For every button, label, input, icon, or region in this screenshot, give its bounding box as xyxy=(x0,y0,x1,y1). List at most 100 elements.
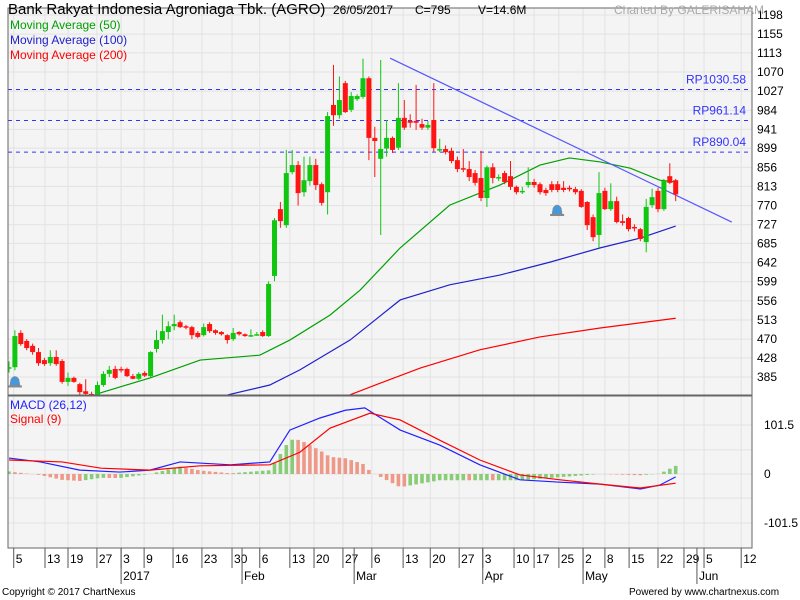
macd-histogram-bar xyxy=(296,439,300,474)
macd-histogram-bar xyxy=(260,470,265,474)
macd-histogram-bar xyxy=(325,455,330,474)
candle-body xyxy=(655,190,661,210)
macd-histogram-bar xyxy=(196,470,200,474)
candle-body xyxy=(572,189,578,193)
y-tick-label: 428 xyxy=(757,351,777,365)
macd-histogram-bar xyxy=(314,448,318,474)
x-tick-label: 15 xyxy=(631,552,645,566)
x-tick-label: 2 xyxy=(585,552,592,566)
candle-body xyxy=(207,324,213,332)
macd-tick-label: -101.5 xyxy=(764,516,798,530)
candle-body xyxy=(142,372,148,376)
header-volume: V=14.6M xyxy=(478,3,527,17)
candle-body xyxy=(47,356,53,364)
x-tick-label: 8 xyxy=(607,552,614,566)
macd-histogram-bar xyxy=(319,451,324,474)
candle-body xyxy=(159,331,165,341)
candle-body xyxy=(213,330,218,333)
candle-body xyxy=(643,206,649,243)
price-layer: RP1030.58 RP961.14 RP890.04 xyxy=(8,57,752,395)
y-tick-label: 1070 xyxy=(757,65,784,79)
ma-line xyxy=(227,225,676,395)
ma-line xyxy=(349,317,676,395)
x-tick-label: 5 xyxy=(16,552,23,566)
macd-histogram-bar xyxy=(496,474,501,481)
candle-body xyxy=(171,324,177,327)
macd-panel-border xyxy=(7,395,753,549)
legend-ma100: Moving Average (100) xyxy=(10,33,128,47)
y-tick-label: 856 xyxy=(757,160,777,174)
macd-histogram-bar xyxy=(449,474,454,481)
y-tick-label: 470 xyxy=(757,332,777,346)
candle-body xyxy=(449,150,454,162)
charted-by: Charted By GALERISAHAM xyxy=(614,3,765,17)
candle-body xyxy=(549,184,555,190)
macd-histogram-bar xyxy=(644,474,648,475)
alert-bell-base xyxy=(550,214,565,217)
macd-histogram-bar xyxy=(555,474,560,478)
legend-macd: MACD (26,12) xyxy=(10,398,87,412)
macd-histogram-bar xyxy=(166,469,171,474)
macd-histogram-bar xyxy=(567,474,572,477)
candle-body xyxy=(148,352,154,377)
macd-histogram-bar xyxy=(384,474,389,481)
macd-histogram-bar xyxy=(8,471,11,474)
macd-histogram-bar xyxy=(349,460,353,474)
candle-body xyxy=(667,176,673,183)
macd-histogram-bar xyxy=(278,454,283,474)
candle-body xyxy=(649,197,655,206)
header-close: C=795 xyxy=(415,3,451,17)
macd-series-line xyxy=(8,412,676,489)
x-tick-label: 13 xyxy=(405,552,419,566)
candle-body xyxy=(277,209,283,222)
x-tick-label: 19 xyxy=(70,552,84,566)
macd-histogram-bar xyxy=(72,474,76,481)
macd-histogram-bar xyxy=(502,474,507,481)
candle-body xyxy=(525,181,531,186)
macd-histogram-bar xyxy=(538,474,542,479)
x-tick-label: 6 xyxy=(374,552,381,566)
candle-body xyxy=(360,78,366,97)
x-tick-label: 20 xyxy=(316,552,330,566)
macd-histogram-bar xyxy=(243,472,247,474)
candle-body xyxy=(331,104,336,116)
x-tick-label: 23 xyxy=(204,552,218,566)
macd-histogram-bar xyxy=(390,474,395,484)
macd-histogram-bar xyxy=(437,474,442,481)
candle-body xyxy=(637,229,643,239)
macd-histogram-bar xyxy=(561,474,566,477)
candle-body xyxy=(437,149,443,151)
candle-body xyxy=(118,368,124,371)
candle-body xyxy=(254,334,260,336)
level-label: RP961.14 xyxy=(693,103,747,117)
candle-body xyxy=(372,137,378,142)
candle-body xyxy=(18,332,24,345)
candle-body xyxy=(242,334,248,337)
macd-histogram-bar xyxy=(19,472,23,474)
candle-body xyxy=(236,332,242,335)
candle-body xyxy=(53,356,59,365)
x-tick-label: 29 xyxy=(686,552,700,566)
macd-histogram-bar xyxy=(119,474,123,478)
y-tick-label: 1198 xyxy=(757,8,783,22)
candle-body xyxy=(508,176,513,187)
candle-body xyxy=(106,369,112,374)
y-tick-label: 556 xyxy=(757,294,777,308)
x-tick-label: 10 xyxy=(516,552,530,566)
candle-body xyxy=(466,169,472,178)
macd-histogram-bar xyxy=(591,474,595,475)
candle-body xyxy=(130,376,136,379)
macd-histogram-bar xyxy=(420,474,424,484)
candle-body xyxy=(584,202,590,226)
x-tick-label: 16 xyxy=(175,552,189,566)
trendline xyxy=(389,57,733,223)
candle-body xyxy=(513,186,519,193)
x-tick-label: 22 xyxy=(660,552,674,566)
macd-histogram-bar xyxy=(337,457,342,474)
candle-body xyxy=(354,96,360,100)
candle-body xyxy=(336,100,342,116)
macd-histogram-bar xyxy=(178,466,182,474)
macd-histogram-bar xyxy=(355,462,359,474)
x-tick-label: 6 xyxy=(262,552,269,566)
